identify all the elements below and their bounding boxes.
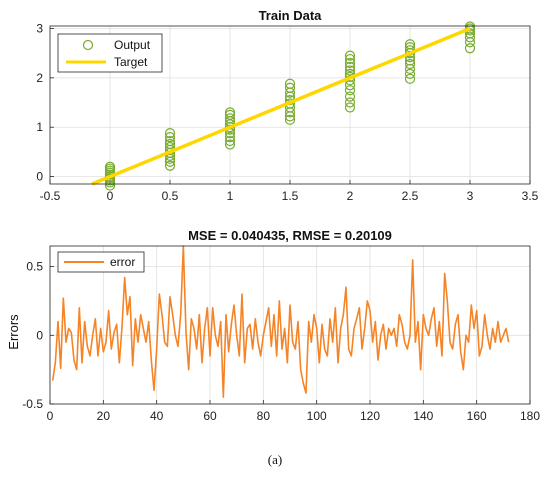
train-data-chart: Train Data -0.5 0 0.5 1 1.5 2 2.5 3 3.5 0 1 2 3 Outp… — [36, 8, 538, 203]
output-point — [104, 161, 116, 172]
error-x-tick-label: 60 — [203, 409, 217, 423]
errors-axis-label: Errors — [6, 314, 21, 350]
output-legend-marker — [82, 39, 94, 51]
output-point — [164, 128, 176, 139]
train-x-tick-label: 1.5 — [282, 189, 299, 203]
train-x-tick-label: 2 — [347, 189, 354, 203]
output-point — [344, 61, 356, 73]
train-axes-box — [49, 25, 531, 185]
error-legend-label: error — [110, 255, 135, 269]
train-x-tick-label: 1 — [227, 189, 234, 203]
output-point — [224, 139, 236, 150]
error-y-tick-label: 0 — [36, 328, 43, 342]
output-point — [164, 160, 176, 171]
error-legend: error — [57, 251, 145, 273]
error-x-tick-label: 80 — [257, 409, 271, 423]
output-point — [224, 109, 236, 120]
train-x-tick-label: 0.5 — [162, 189, 179, 203]
train-x-tick-label: 2.5 — [402, 189, 419, 203]
output-point — [164, 131, 176, 143]
error-series-line — [51, 245, 510, 398]
output-point — [344, 97, 356, 108]
error-x-tick-label: 120 — [360, 409, 380, 423]
output-point — [344, 50, 356, 61]
output-point — [404, 55, 416, 66]
train-y-tick-label: 1 — [36, 120, 43, 134]
error-chart-title: MSE = 0.040435, RMSE = 0.20109 — [188, 228, 392, 243]
error-y-tick-label: 0.5 — [26, 260, 43, 274]
error-x-tick-label: 140 — [413, 409, 433, 423]
error-tick-labels: 0 20 40 60 80 100 120 140 160 180 -0.5 0 0.5 — [22, 260, 540, 423]
output-point — [164, 138, 176, 150]
error-x-tick-label: 20 — [97, 409, 111, 423]
output-point — [404, 63, 416, 75]
output-point — [404, 39, 416, 50]
output-point — [344, 65, 356, 76]
output-point — [284, 82, 296, 93]
output-point — [344, 91, 356, 102]
output-point — [344, 53, 356, 65]
output-point — [464, 21, 476, 32]
train-y-tick-label: 2 — [36, 71, 43, 85]
output-point — [164, 135, 176, 147]
train-y-tick-label: 0 — [36, 170, 43, 184]
output-point — [284, 78, 296, 89]
output-legend-label: Output — [114, 38, 151, 52]
error-x-tick-label: 40 — [150, 409, 164, 423]
output-point — [404, 73, 416, 84]
output-point — [224, 131, 236, 143]
train-tick-labels: -0.5 0 0.5 1 1.5 2 2.5 3 3.5 0 1 2 3 — [36, 21, 538, 203]
train-x-tick-label: 3 — [467, 189, 474, 203]
output-point — [344, 57, 356, 69]
output-point — [344, 102, 356, 113]
error-chart: MSE = 0.040435, RMSE = 0.20109 0 20 40 60 80… — [6, 228, 540, 423]
output-point — [404, 68, 416, 79]
output-point — [464, 43, 476, 54]
error-y-tick-label: -0.5 — [22, 397, 43, 411]
error-x-tick-label: 160 — [467, 409, 487, 423]
figure-caption: (a) — [268, 452, 282, 467]
train-x-tick-label: 0 — [107, 189, 114, 203]
target-legend-label: Target — [114, 55, 148, 69]
output-point — [284, 114, 296, 125]
train-x-tick-label: 3.5 — [522, 189, 539, 203]
output-point — [344, 80, 356, 91]
train-x-tick-label: -0.5 — [40, 189, 61, 203]
error-x-tick-label: 100 — [307, 409, 327, 423]
output-point — [344, 85, 356, 96]
train-y-tick-label: 3 — [36, 21, 43, 35]
train-legend: Output Target — [57, 33, 163, 73]
train-marks — [91, 21, 476, 191]
train-legend-box — [57, 33, 163, 73]
train-chart-title: Train Data — [259, 8, 323, 23]
error-axes-box — [49, 245, 531, 405]
output-point — [404, 58, 416, 70]
output-point — [224, 107, 236, 118]
error-x-tick-label: 0 — [47, 409, 54, 423]
error-x-tick-label: 180 — [520, 409, 540, 423]
output-point — [224, 113, 236, 124]
target-line — [91, 26, 471, 186]
error-marks — [51, 245, 510, 398]
output-point — [224, 135, 236, 147]
